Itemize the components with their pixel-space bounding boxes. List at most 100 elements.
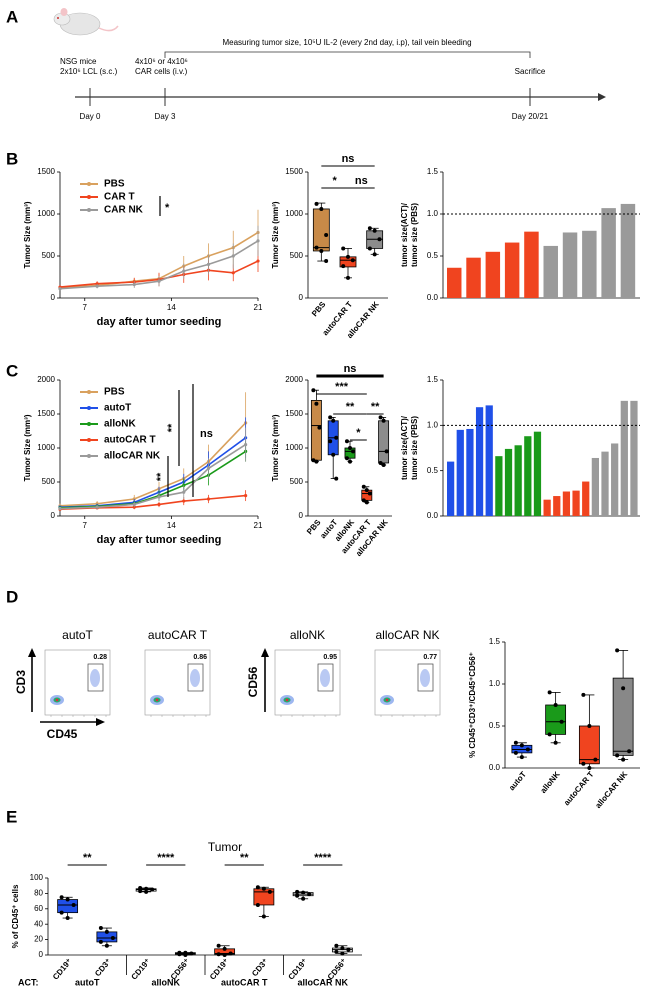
x-tick-label: alloCAR NK [594,770,630,810]
y-tick-label: 1500 [37,167,55,176]
y-tick-label: 0 [51,511,56,520]
significance-label: ns [355,175,368,187]
data-point [144,889,149,894]
flow-cluster-center [285,698,289,702]
point [95,284,99,288]
y-tick-label: 2000 [285,375,303,384]
flow-gated [320,669,330,687]
y-tick-label: 1000 [37,209,55,218]
legend-marker [87,454,91,458]
significance-label: *** [335,381,349,393]
point [95,282,99,286]
data-point [621,686,626,691]
y-tick-label: 60 [34,904,43,913]
x-tick-label: 7 [83,303,88,312]
data-point [104,943,109,948]
data-point [553,740,558,745]
bar [524,436,532,516]
series-line [59,240,259,290]
bar [466,257,481,298]
data-point [216,952,221,957]
data-point [255,902,260,907]
x-tick-label: CD3⁺ [93,957,113,978]
y-tick-label: 40 [34,919,43,928]
legend-marker [87,390,91,394]
x-axis-label: day after tumor seeding [97,534,222,546]
data-point [319,206,324,211]
point [95,505,99,509]
legend-label: autoCAR T [104,435,156,446]
y-axis-label: Tumor Size (mm³) [23,414,32,481]
data-point [378,415,383,420]
flow-gate-value: 0.28 [93,654,107,661]
data-point [381,418,386,423]
data-point [361,484,366,489]
point [182,499,186,503]
event-note: 2x10⁶ LCL (s.c.) [60,67,118,76]
legend-marker [87,406,91,410]
data-point [519,743,524,748]
data-point [525,747,530,752]
y-tick-label: 500 [290,251,304,260]
flow-arrowhead [96,718,105,726]
timeline-arrow [598,93,606,101]
bar [620,203,636,298]
series-line [59,231,259,289]
bar [447,267,462,298]
flow-gate [317,663,334,692]
data-point [348,459,352,464]
flow-title: alloNK [290,628,325,642]
data-point [581,692,586,697]
data-point [334,435,339,440]
bar [601,451,609,516]
significance-label: ns [200,428,213,440]
data-point [351,449,356,454]
data-point [311,458,316,463]
y-tick-label: 0.5 [489,721,501,730]
group-label: alloNK [151,977,180,987]
data-point [519,755,524,760]
y-tick-label: 100 [30,873,44,882]
legend-marker [87,438,91,442]
box [378,420,390,464]
data-point [372,228,377,233]
bar [485,405,493,516]
data-point [372,252,377,257]
x-tick-label: 21 [254,521,263,530]
point [157,502,161,507]
data-point [334,476,339,481]
x-tick-label: 14 [167,521,176,530]
significance-label: ** [371,401,380,413]
point [231,254,235,258]
data-point [255,885,260,890]
data-point [222,946,227,951]
flow-gated [420,669,430,687]
flow-gate [417,663,434,692]
data-point [177,952,182,957]
x-tick-label: alloNK [539,770,562,795]
x-axis-label: day after tumor seeding [97,316,222,328]
group-label: autoCAR T [221,977,268,987]
y-tick-label: 0 [39,950,44,959]
legend-label: autoT [104,403,131,414]
flow-title: autoCAR T [148,628,208,642]
bar [562,232,578,298]
y-tick-label: 500 [42,251,56,260]
y-tick-label: 0.5 [427,466,439,475]
legend-marker [87,195,91,199]
significance-label: ** [240,852,249,864]
flow-gated [190,669,200,687]
data-point [346,947,351,952]
y-tick-label: 1000 [37,443,55,452]
bar [562,491,571,516]
data-point [331,418,336,423]
data-point [367,226,372,231]
panel-label: C [6,361,18,380]
data-point [553,703,558,707]
legend-label: CAR T [104,192,135,203]
data-point [314,401,319,406]
y-tick-label: 1500 [37,409,55,418]
flow-cluster-center [55,698,59,702]
